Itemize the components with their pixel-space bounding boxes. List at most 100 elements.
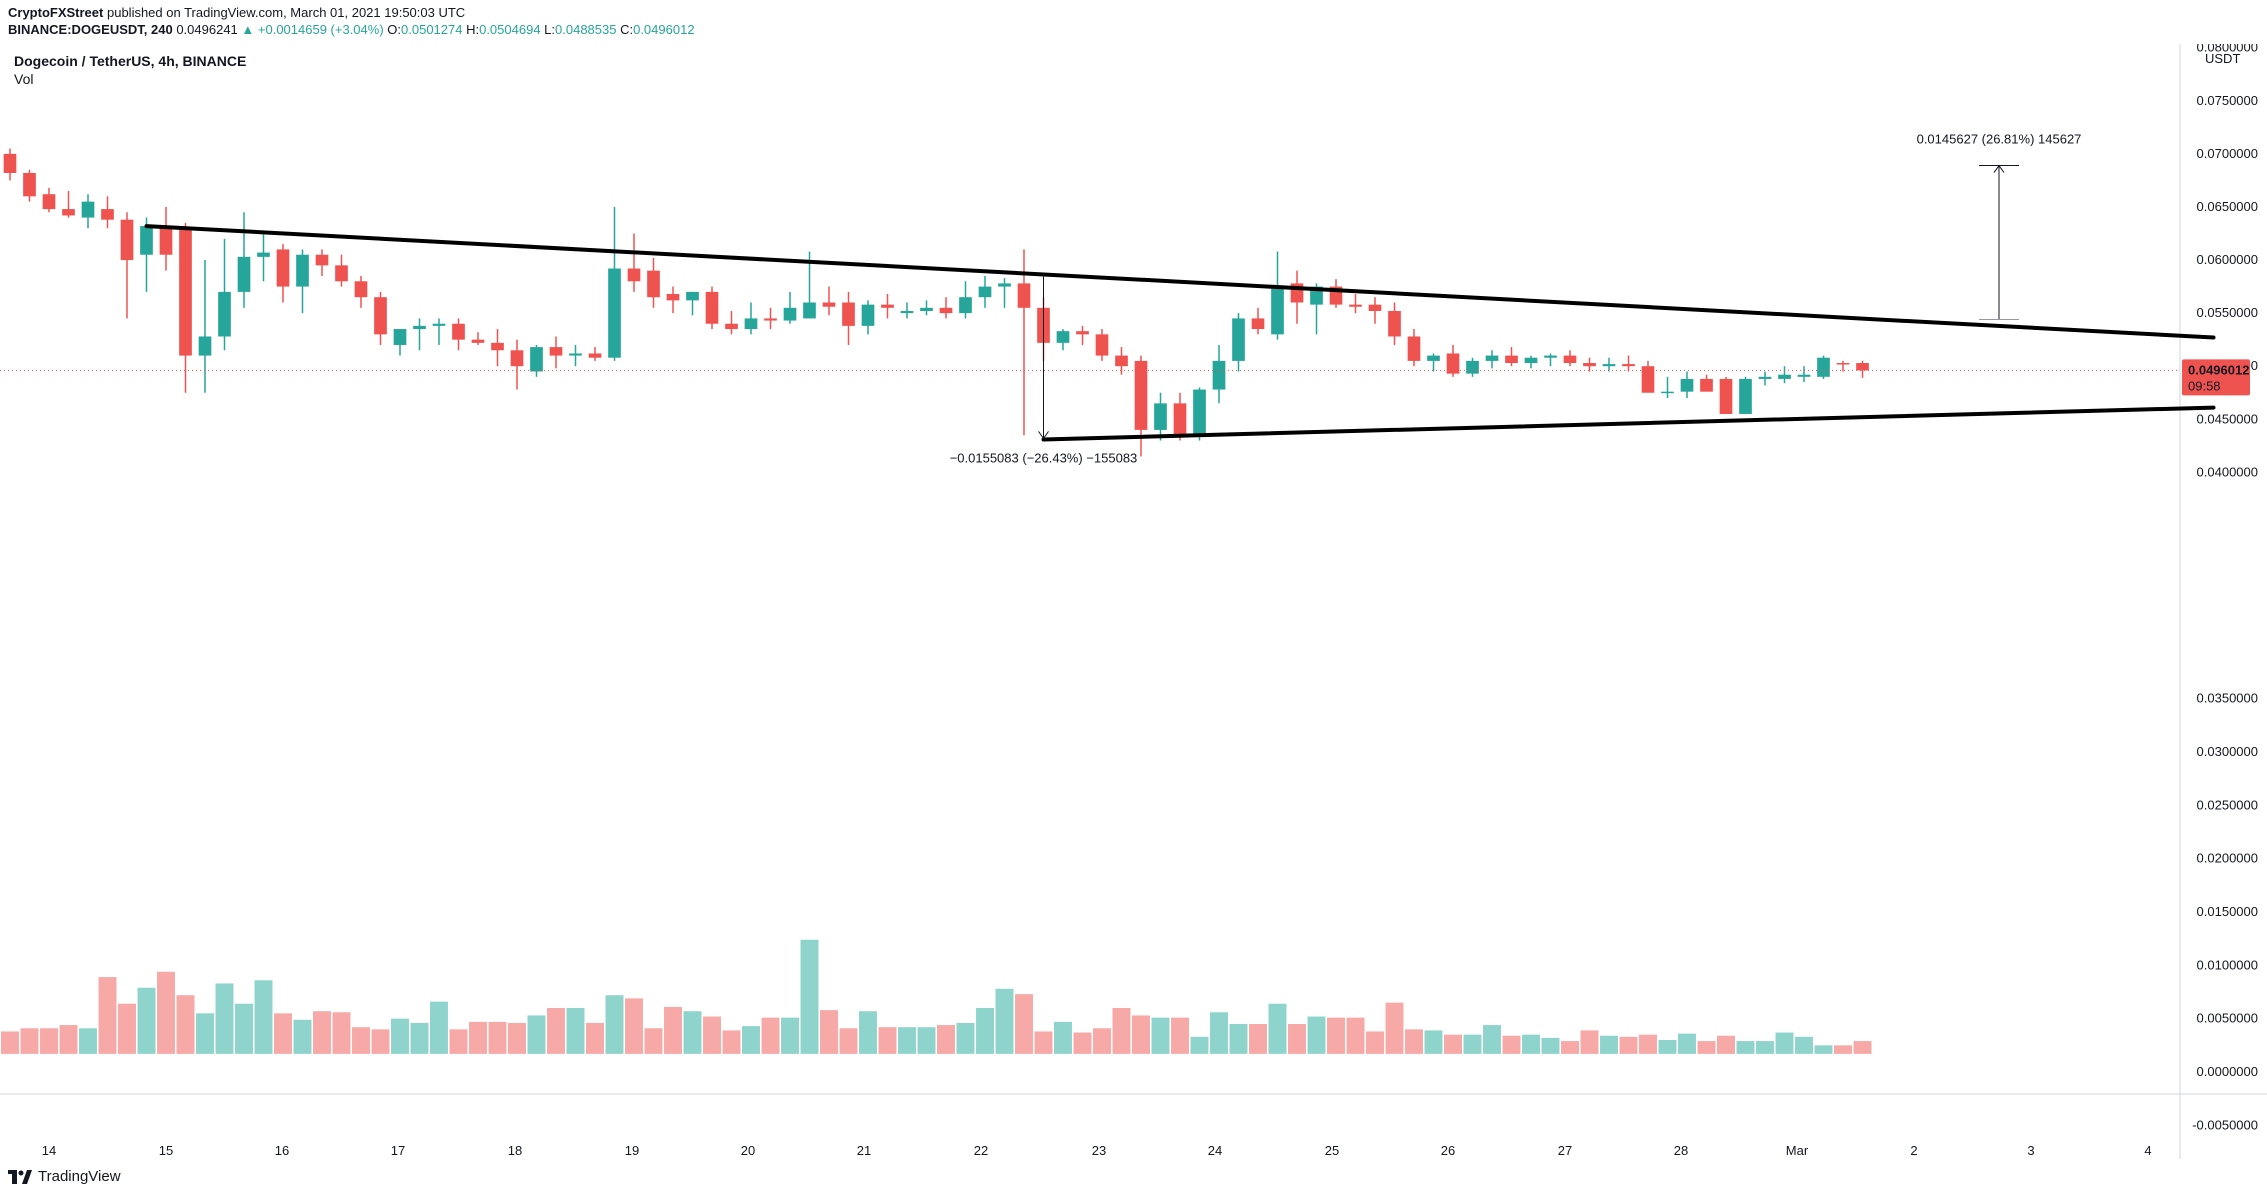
volume-bar [917, 1027, 936, 1054]
volume-bar [566, 1007, 585, 1054]
candle-body [491, 342, 504, 351]
volume-bar [1112, 1007, 1131, 1054]
candle-body [42, 194, 56, 210]
tradingview-logo[interactable]: TradingView [8, 1168, 121, 1185]
candle-body [237, 256, 251, 292]
candle-body [393, 329, 407, 345]
candle-body [608, 268, 621, 358]
candle-body [725, 323, 738, 330]
volume-bar [391, 1018, 409, 1054]
volume-bar [1853, 1041, 1872, 1054]
volume-bar [1678, 1033, 1696, 1054]
change-label: ▲ +0.0014659 (+3.04%) [241, 22, 384, 37]
drop-annotation: −0.0155083 (−26.43%) −155083 [950, 450, 1138, 465]
price-tick-label: 0.0800000 [2197, 44, 2258, 55]
time-tick-label: 3 [2027, 1143, 2034, 1158]
volume-bar [898, 1027, 916, 1054]
volume-bar [1249, 1023, 1267, 1054]
candle-body [666, 294, 680, 301]
candle-body [1427, 355, 1440, 361]
time-tick-label: 26 [1441, 1143, 1455, 1158]
candle-body [549, 347, 563, 356]
candle-body [530, 347, 543, 372]
volume-bar [488, 1021, 507, 1054]
volume-bar [1093, 1028, 1111, 1054]
volume-bar [1619, 1036, 1638, 1054]
volume-bar [820, 1010, 838, 1054]
volume-bar [196, 1013, 214, 1054]
price-tick-label: 0.0650000 [2197, 199, 2258, 214]
candle-body [1622, 364, 1635, 367]
candle-body [1680, 378, 1694, 392]
candle-body [1193, 389, 1206, 436]
volume-bar [937, 1025, 955, 1054]
candle-body [900, 310, 914, 314]
time-tick-label: 27 [1558, 1143, 1572, 1158]
candle-body [1524, 357, 1538, 364]
candle-body [783, 307, 797, 321]
volume-bar [1736, 1041, 1755, 1054]
candle-body [1758, 376, 1772, 379]
chart-canvas[interactable]: 0.09500000.09000000.08500000.08000000.07… [0, 44, 2267, 1159]
volume-bar [1697, 1041, 1716, 1054]
projection-arrow-head [1993, 164, 2005, 173]
volume-bar [761, 1017, 780, 1054]
candle-body [1076, 331, 1089, 335]
ohlc-o-label: O: [387, 22, 402, 37]
volume-bar [547, 1007, 565, 1054]
candle-body [218, 291, 231, 337]
candle-body [1563, 355, 1577, 364]
candle-body [335, 265, 348, 282]
candle-body [1056, 331, 1070, 343]
candle-body [198, 336, 212, 356]
volume-bar [1522, 1034, 1540, 1054]
volume-bar [1190, 1036, 1209, 1054]
volume-bar [1385, 1002, 1404, 1054]
volume-bar [1717, 1035, 1735, 1054]
candle-body [3, 153, 17, 173]
candle-body [276, 249, 290, 287]
candle-body [413, 325, 426, 330]
candle-body [959, 297, 972, 314]
volume-bar [1424, 1030, 1443, 1054]
volume-bar [1405, 1029, 1423, 1054]
volume-bar [98, 977, 117, 1054]
candle-body [803, 302, 816, 319]
candle-body [179, 228, 192, 356]
candle-body [1583, 363, 1596, 367]
time-tick-label: 24 [1208, 1143, 1222, 1158]
candle-body [627, 268, 641, 282]
candle-body [1388, 310, 1401, 337]
volume-bar [1756, 1041, 1774, 1054]
volume-bar [800, 939, 819, 1054]
candle-body [1641, 366, 1655, 393]
candle-body [120, 219, 134, 261]
time-tick-label: 18 [508, 1143, 522, 1158]
candle-body [705, 291, 719, 324]
candle-body [686, 291, 699, 301]
ohlc-c: 0.0496012 [633, 22, 695, 37]
volume-bar [1483, 1025, 1501, 1054]
drop-arrow-head [1038, 431, 1049, 440]
author-name[interactable]: CryptoFXStreet [8, 5, 104, 20]
candle-body [374, 297, 387, 335]
chart-header: CryptoFXStreet published on TradingView.… [8, 4, 695, 38]
header-line-2: BINANCE:DOGEUSDT, 240 0.0496241 ▲ +0.001… [8, 21, 695, 38]
volume-bar [1073, 1032, 1092, 1054]
volume-bar [137, 987, 156, 1054]
volume-bar [79, 1028, 97, 1054]
price-tick-label: 0.0000000 [2197, 1064, 2258, 1079]
volume-bar [1054, 1021, 1072, 1054]
candle-body [1700, 378, 1713, 392]
candle-body [1212, 360, 1226, 390]
ohlc-l: 0.0488535 [555, 22, 617, 37]
volume-bar [20, 1028, 39, 1054]
published-text: published on TradingView.com, March 01, … [106, 5, 466, 20]
time-tick-label: 22 [974, 1143, 988, 1158]
candle-body [1407, 336, 1421, 361]
countdown-label: 09:58 [2188, 378, 2221, 393]
volume-bar [956, 1022, 975, 1054]
volume-bar [1268, 1003, 1287, 1054]
volume-bar [1834, 1045, 1852, 1054]
candle-body [1271, 286, 1284, 335]
